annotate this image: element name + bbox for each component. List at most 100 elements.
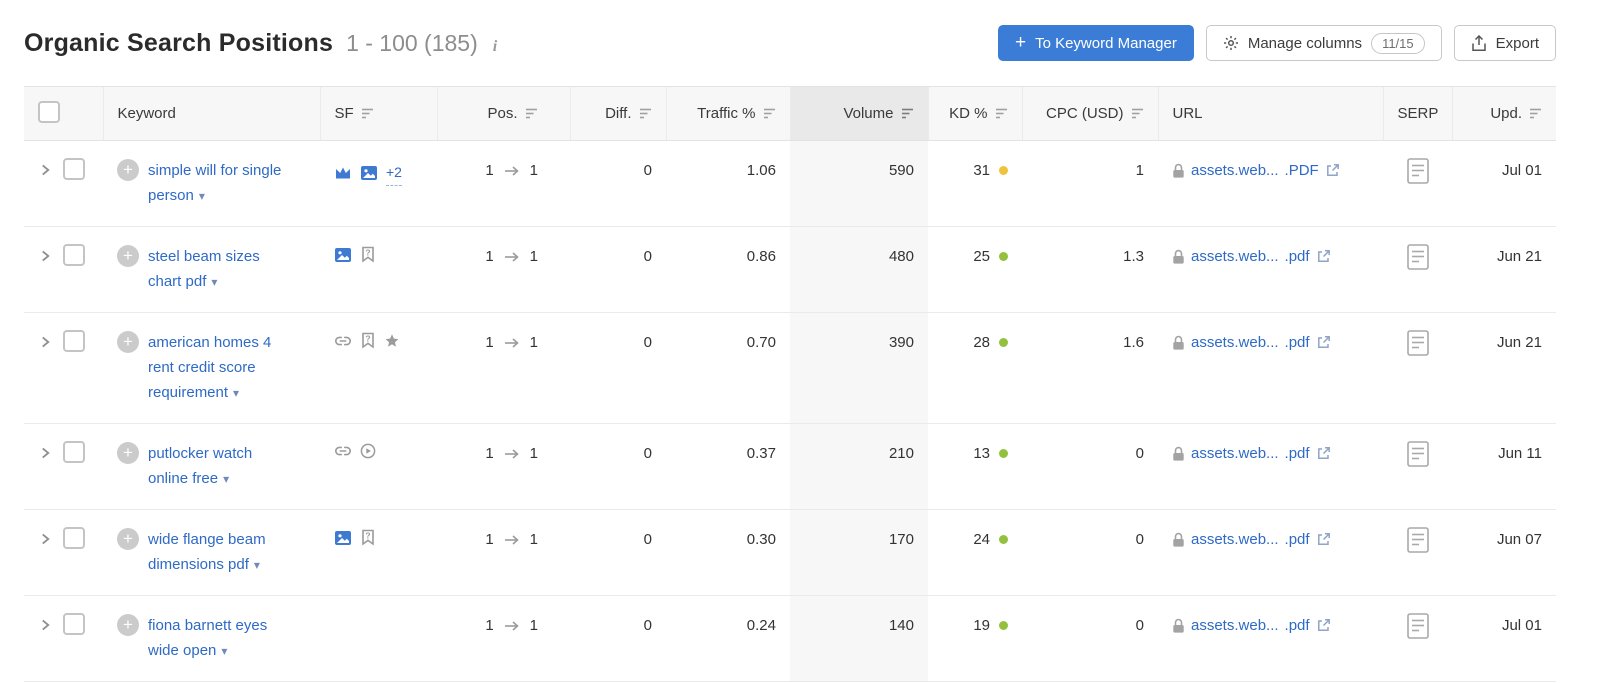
add-keyword-icon[interactable]: +	[117, 245, 139, 267]
url-link[interactable]: assets.web...	[1191, 617, 1279, 634]
serp-document-icon[interactable]	[1407, 527, 1429, 561]
chevron-right-icon[interactable]	[40, 163, 51, 177]
sort-icon	[1131, 108, 1144, 119]
caret-down-icon[interactable]: ▾	[253, 558, 260, 572]
url-extension[interactable]: .pdf	[1284, 617, 1310, 634]
chevron-right-icon[interactable]	[40, 532, 51, 546]
diff-header-label: Diff.	[605, 105, 632, 122]
column-header-pos[interactable]: Pos.	[436, 86, 570, 141]
traffic-value: 1.06	[666, 140, 790, 227]
pos-old: 1	[485, 162, 494, 179]
sort-icon	[901, 108, 914, 119]
external-link-icon[interactable]	[1316, 532, 1331, 547]
column-header-kd[interactable]: KD %	[927, 86, 1022, 141]
url-extension[interactable]: .pdf	[1284, 531, 1310, 548]
url-link[interactable]: assets.web...	[1191, 531, 1279, 548]
keyword-link[interactable]: american homes 4 rent credit score requi…	[148, 330, 284, 406]
positions-table: Keyword SF Pos. Diff. Traffic % Volume K…	[24, 86, 1556, 682]
url-extension[interactable]: .pdf	[1284, 334, 1310, 351]
add-keyword-icon[interactable]: +	[117, 159, 139, 181]
crown-icon	[334, 165, 352, 181]
column-header-diff[interactable]: Diff.	[569, 86, 666, 141]
page-title: Organic Search Positions	[24, 28, 334, 57]
add-keyword-icon[interactable]: +	[117, 614, 139, 636]
sort-icon	[361, 108, 374, 119]
select-all-checkbox[interactable]	[38, 100, 60, 123]
url-link[interactable]: assets.web...	[1191, 334, 1279, 351]
row-checkbox[interactable]	[63, 613, 85, 635]
info-icon[interactable]: i	[492, 37, 498, 55]
volume-value: 390	[790, 312, 928, 424]
kd-value: 25	[973, 248, 990, 265]
column-header-sf[interactable]: SF	[319, 86, 437, 141]
url-extension[interactable]: .pdf	[1284, 445, 1310, 462]
keyword-text: simple will for single person	[148, 162, 282, 204]
add-keyword-icon[interactable]: +	[117, 528, 139, 550]
caret-down-icon[interactable]: ▾	[223, 472, 230, 486]
url-link[interactable]: assets.web...	[1191, 445, 1279, 462]
diff-value: 0	[570, 595, 666, 682]
url-header-label: URL	[1172, 105, 1203, 122]
question-icon	[360, 529, 376, 546]
chevron-right-icon[interactable]	[40, 335, 51, 349]
serp-document-icon[interactable]	[1407, 441, 1429, 475]
pos-old: 1	[485, 531, 494, 548]
row-checkbox[interactable]	[63, 330, 85, 352]
serp-document-icon[interactable]	[1407, 613, 1429, 647]
row-checkbox[interactable]	[63, 441, 85, 463]
sf-more-link[interactable]: +2	[386, 160, 402, 186]
image-icon	[334, 530, 352, 546]
add-keyword-icon[interactable]: +	[117, 331, 139, 353]
keyword-link[interactable]: simple will for single person ▾	[148, 158, 284, 209]
serp-document-icon[interactable]	[1407, 330, 1429, 364]
caret-down-icon[interactable]: ▾	[221, 644, 228, 658]
keyword-link[interactable]: fiona barnett eyes wide open ▾	[148, 613, 284, 664]
external-link-icon[interactable]	[1316, 335, 1331, 350]
volume-value: 140	[790, 595, 928, 682]
url-extension[interactable]: .pdf	[1284, 248, 1310, 265]
url-link[interactable]: assets.web...	[1191, 162, 1279, 179]
sort-icon	[639, 108, 652, 119]
keyword-link[interactable]: steel beam sizes chart pdf ▾	[148, 244, 284, 295]
serp-document-icon[interactable]	[1407, 244, 1429, 278]
to-keyword-manager-button[interactable]: + To Keyword Manager	[997, 25, 1194, 61]
row-checkbox[interactable]	[63, 527, 85, 549]
chevron-right-icon[interactable]	[40, 249, 51, 263]
pos-new: 1	[529, 248, 538, 265]
column-header-traffic[interactable]: Traffic %	[665, 86, 790, 141]
caret-down-icon[interactable]: ▾	[233, 386, 240, 400]
chevron-right-icon[interactable]	[40, 618, 51, 632]
add-keyword-icon[interactable]: +	[117, 442, 139, 464]
url-extension[interactable]: .PDF	[1284, 162, 1319, 179]
chevron-right-icon[interactable]	[40, 446, 51, 460]
keyword-link[interactable]: wide flange beam dimensions pdf ▾	[148, 527, 284, 578]
export-button[interactable]: Export	[1453, 25, 1556, 61]
caret-down-icon[interactable]: ▾	[211, 275, 218, 289]
pos-old: 1	[485, 445, 494, 462]
lock-icon	[1172, 618, 1185, 634]
header-actions: + To Keyword Manager Manage columns 11/1…	[997, 25, 1556, 61]
select-all-header	[24, 86, 103, 141]
table-row: + steel beam sizes chart pdf ▾ 1 1 0 0.86 4…	[24, 226, 1556, 313]
external-link-icon[interactable]	[1316, 249, 1331, 264]
caret-down-icon[interactable]: ▾	[198, 189, 205, 203]
manage-columns-button[interactable]: Manage columns 11/15	[1205, 25, 1442, 61]
column-header-upd[interactable]: Upd.	[1451, 86, 1556, 141]
external-link-icon[interactable]	[1316, 618, 1331, 633]
cpc-value: 0	[1022, 509, 1158, 596]
question-icon	[360, 332, 376, 349]
keyword-link[interactable]: putlocker watch online free ▾	[148, 441, 284, 492]
column-header-cpc[interactable]: CPC (USD)	[1021, 86, 1158, 141]
lock-icon	[1172, 335, 1185, 351]
row-checkbox[interactable]	[63, 244, 85, 266]
external-link-icon[interactable]	[1316, 446, 1331, 461]
url-link[interactable]: assets.web...	[1191, 248, 1279, 265]
row-checkbox[interactable]	[63, 158, 85, 180]
lock-icon	[1172, 163, 1185, 179]
external-link-icon[interactable]	[1325, 163, 1340, 178]
volume-value: 170	[790, 509, 928, 596]
column-header-volume[interactable]: Volume	[789, 86, 928, 141]
serp-document-icon[interactable]	[1407, 158, 1429, 192]
pos-new: 1	[529, 162, 538, 179]
pos-old: 1	[485, 248, 494, 265]
